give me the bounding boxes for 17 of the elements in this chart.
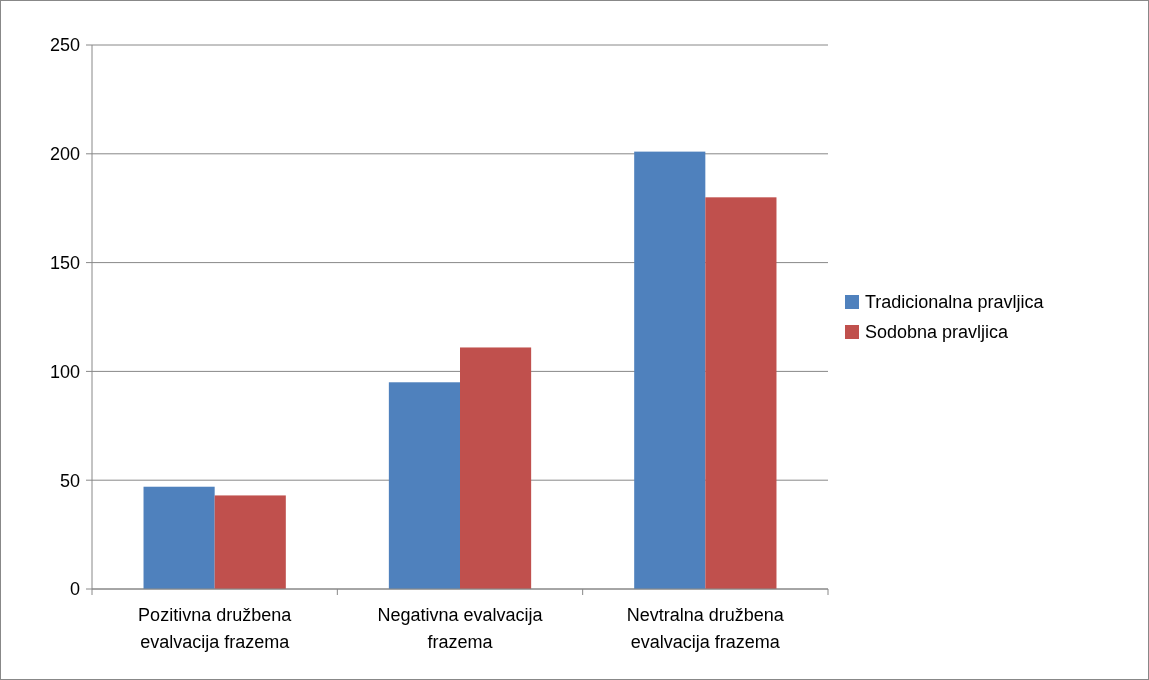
y-tick-label: 250	[49, 35, 80, 56]
bar	[214, 495, 286, 589]
legend-label: Tradicionalna pravljica	[865, 292, 1045, 313]
bar	[705, 197, 777, 589]
bar	[634, 151, 706, 589]
x-tick-label: Nevtralna družbena evalvacija frazema	[626, 605, 785, 652]
bar	[460, 347, 532, 589]
bar	[143, 486, 215, 589]
y-tick-label: 100	[49, 361, 80, 382]
x-tick-label: Negativna evalvacija frazema	[377, 605, 544, 652]
legend-label: Sodobna pravljica	[865, 322, 1010, 343]
y-tick-label: 50	[59, 470, 80, 491]
bar	[388, 382, 460, 589]
x-tick-label: Pozitivna družbena evalvacija frazema	[138, 605, 293, 652]
y-tick-label: 0	[69, 579, 80, 600]
y-tick-label: 150	[49, 252, 80, 273]
y-tick-label: 200	[49, 144, 80, 165]
